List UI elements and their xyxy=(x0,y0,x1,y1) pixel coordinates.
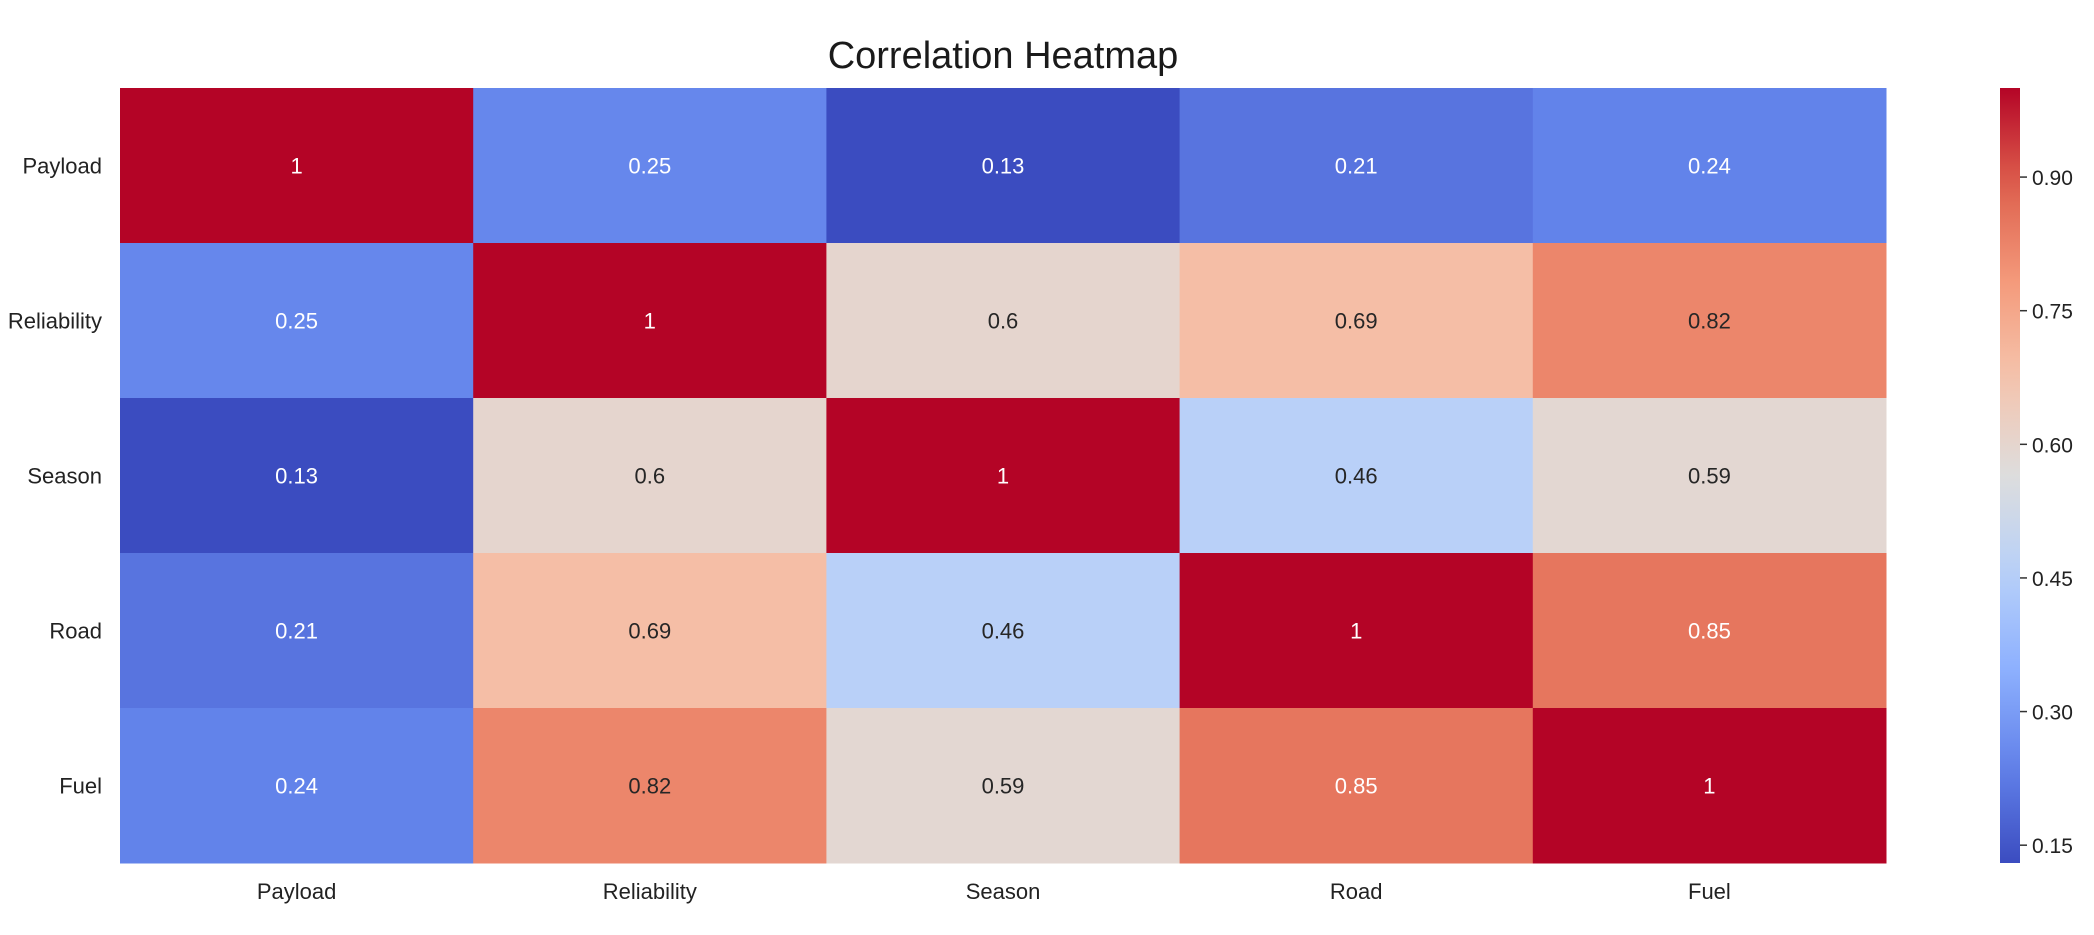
heatmap-annotation-2-3: 0.46 xyxy=(1335,464,1378,489)
heatmap-annotation-0-3: 0.21 xyxy=(1335,154,1378,179)
colorbar-tick-label-2: 0.45 xyxy=(2032,568,2073,591)
heatmap-annotation-3-1: 0.69 xyxy=(628,619,671,644)
heatmap-annotation-0-0: 1 xyxy=(290,154,302,179)
heatmap-cell-0-2 xyxy=(826,88,1181,244)
heatmap-cell-1-3 xyxy=(1179,243,1534,399)
heatmap-cell-4-1 xyxy=(473,708,827,864)
heatmap-cell-3-0 xyxy=(120,553,474,709)
heatmap-annotation-3-0: 0.21 xyxy=(275,619,318,644)
heatmap-annotation-2-0: 0.13 xyxy=(275,464,318,489)
heatmap-cell-4-2 xyxy=(826,708,1181,864)
x-tick-label-1: Reliability xyxy=(603,879,697,904)
heatmap-annotation-2-2: 1 xyxy=(997,464,1009,489)
heatmap-cell-2-1 xyxy=(473,398,827,554)
colorbar-tick-label-3: 0.60 xyxy=(2032,434,2073,457)
heatmap-annotation-4-2: 0.59 xyxy=(982,774,1025,799)
x-tick-label-0: Payload xyxy=(257,879,337,904)
heatmap-annotation-3-4: 0.85 xyxy=(1688,619,1731,644)
heatmap-annotation-3-2: 0.46 xyxy=(982,619,1025,644)
y-tick-label-4: Fuel xyxy=(59,774,102,799)
y-tick-labels: Payload Reliability Season Road Fuel xyxy=(8,154,102,799)
heatmap-cell-2-2 xyxy=(826,398,1181,554)
heatmap-cell-0-1 xyxy=(473,88,827,244)
heatmap-annotations: 1 0.25 0.13 0.21 0.24 0.25 1 0.6 0.69 0.82 0.13 0.6… xyxy=(275,154,1731,799)
heatmap-cell-0-3 xyxy=(1179,88,1534,244)
colorbar-tick-label-1: 0.30 xyxy=(2032,702,2073,725)
heatmap-cells xyxy=(120,88,1887,864)
heatmap-cell-1-4 xyxy=(1532,243,1887,399)
heatmap-annotation-4-3: 0.85 xyxy=(1335,774,1378,799)
x-tick-labels: Payload Reliability Season Road Fuel xyxy=(257,879,1731,904)
colorbar-tick-label-5: 0.90 xyxy=(2032,167,2073,190)
heatmap-cell-3-2 xyxy=(826,553,1181,709)
heatmap-cell-3-4 xyxy=(1532,553,1887,709)
heatmap-annotation-0-2: 0.13 xyxy=(982,154,1025,179)
heatmap-annotation-0-1: 0.25 xyxy=(628,154,671,179)
heatmap-annotation-0-4: 0.24 xyxy=(1688,154,1731,179)
heatmap-cell-0-0 xyxy=(120,88,474,244)
chart-title: Correlation Heatmap xyxy=(828,35,1179,77)
heatmap-cell-4-0 xyxy=(120,708,474,864)
y-tick-label-0: Payload xyxy=(22,154,102,179)
heatmap-annotation-4-0: 0.24 xyxy=(275,774,318,799)
heatmap-annotation-1-1: 1 xyxy=(644,309,656,334)
heatmap-annotation-1-4: 0.82 xyxy=(1688,309,1731,334)
colorbar-gradient xyxy=(2000,88,2020,863)
x-tick-label-4: Fuel xyxy=(1688,879,1731,904)
y-tick-label-1: Reliability xyxy=(8,309,102,334)
heatmap-cell-1-1 xyxy=(473,243,827,399)
heatmap-annotation-1-2: 0.6 xyxy=(988,309,1019,334)
heatmap-cell-3-1 xyxy=(473,553,827,709)
y-tick-label-2: Season xyxy=(27,464,102,489)
heatmap-annotation-1-3: 0.69 xyxy=(1335,309,1378,334)
heatmap-cell-0-4 xyxy=(1532,88,1887,244)
heatmap-cell-1-2 xyxy=(826,243,1181,399)
colorbar-tick-label-4: 0.75 xyxy=(2032,301,2073,324)
heatmap-annotation-3-3: 1 xyxy=(1350,619,1362,644)
heatmap-annotation-1-0: 0.25 xyxy=(275,309,318,334)
heatmap-cell-4-4 xyxy=(1532,708,1887,864)
colorbar-tick-label-0: 0.15 xyxy=(2032,835,2073,858)
y-tick-label-3: Road xyxy=(49,619,102,644)
heatmap-cell-2-4 xyxy=(1532,398,1887,554)
heatmap-annotation-2-4: 0.59 xyxy=(1688,464,1731,489)
colorbar: 0.15 0.30 0.45 0.60 0.75 0.90 xyxy=(2000,88,2073,863)
heatmap-annotation-4-4: 1 xyxy=(1703,774,1715,799)
heatmap-cell-3-3 xyxy=(1179,553,1534,709)
heatmap-cell-2-0 xyxy=(120,398,474,554)
heatmap-cell-4-3 xyxy=(1179,708,1534,864)
x-tick-label-2: Season xyxy=(966,879,1041,904)
heatmap-cell-2-3 xyxy=(1179,398,1534,554)
heatmap-annotation-2-1: 0.6 xyxy=(635,464,666,489)
x-tick-label-3: Road xyxy=(1330,879,1383,904)
heatmap-cell-1-0 xyxy=(120,243,474,399)
heatmap-annotation-4-1: 0.82 xyxy=(628,774,671,799)
